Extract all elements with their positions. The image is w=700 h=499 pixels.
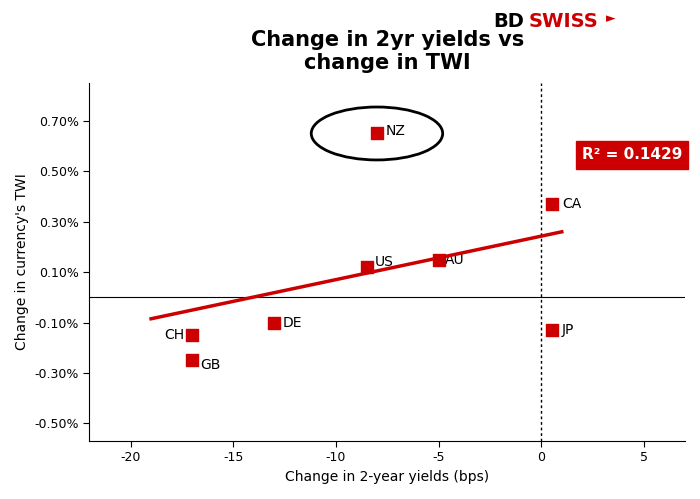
Point — [361, 263, 372, 271]
Text: BD: BD — [494, 12, 524, 31]
Text: GB: GB — [200, 358, 220, 372]
Text: CA: CA — [562, 197, 581, 211]
Text: DE: DE — [283, 315, 302, 329]
Text: US: US — [375, 255, 394, 269]
Text: NZ: NZ — [385, 124, 405, 138]
Text: SWISS: SWISS — [528, 12, 598, 31]
Text: ►: ► — [606, 12, 615, 25]
Text: JP: JP — [562, 323, 574, 337]
Point — [546, 200, 557, 208]
Point — [372, 129, 383, 137]
X-axis label: Change in 2-year yields (bps): Change in 2-year yields (bps) — [285, 470, 489, 484]
Point — [269, 318, 280, 326]
Y-axis label: Change in currency's TWI: Change in currency's TWI — [15, 174, 29, 350]
Text: AU: AU — [444, 252, 464, 266]
Point — [433, 255, 444, 263]
Point — [186, 331, 197, 339]
Point — [186, 356, 197, 364]
Text: CH: CH — [164, 328, 184, 342]
Text: R² = 0.1429: R² = 0.1429 — [582, 148, 682, 163]
Point — [546, 326, 557, 334]
Title: Change in 2yr yields vs
change in TWI: Change in 2yr yields vs change in TWI — [251, 30, 524, 73]
